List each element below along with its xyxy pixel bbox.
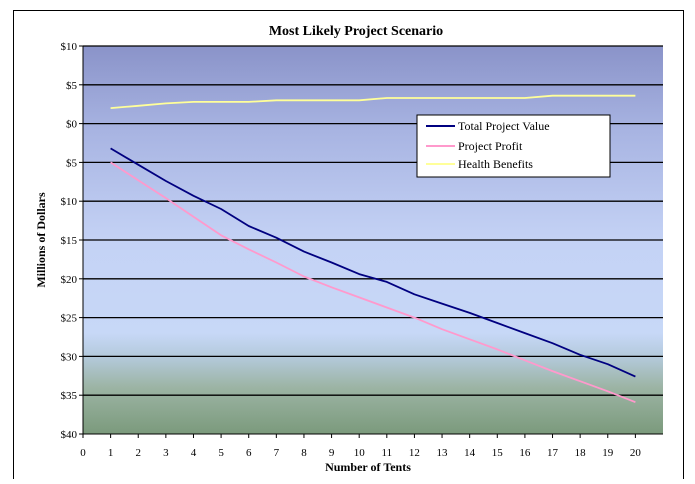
y-tick-label: $5 bbox=[66, 157, 78, 169]
x-tick-labels: 0 1 2 3 4 5 6 7 8 9 10 11 12 13 14 15 16 17 18 19 20 bbox=[80, 447, 641, 459]
y-tick-labels: $10 $5 $0 $5 $10 $15 $20 $25 $30 $35 $40 bbox=[61, 41, 78, 441]
x-tick-label: 0 bbox=[80, 447, 86, 459]
x-tick-label: 9 bbox=[329, 447, 335, 459]
x-tick-label: 1 bbox=[108, 447, 114, 459]
x-tick-label: 17 bbox=[547, 447, 559, 459]
y-tick-label: $5 bbox=[66, 80, 78, 92]
x-tick-label: 19 bbox=[602, 447, 614, 459]
y-axis-label: Millions of Dollars bbox=[34, 192, 48, 288]
x-axis-label: Number of Tents bbox=[325, 460, 411, 474]
legend-label-total-project-value: Total Project Value bbox=[458, 119, 550, 133]
axes bbox=[79, 45, 663, 438]
y-tick-label: $10 bbox=[61, 196, 78, 208]
y-tick-label: $10 bbox=[61, 41, 78, 53]
series-line-health-benefits bbox=[110, 94, 636, 109]
x-tick-label: 14 bbox=[464, 447, 476, 459]
series-lines bbox=[110, 94, 636, 404]
legend-label-health-benefits: Health Benefits bbox=[458, 157, 533, 171]
y-tick-label: $25 bbox=[61, 313, 78, 325]
x-tick-label: 10 bbox=[354, 447, 366, 459]
x-tick-label: 13 bbox=[437, 447, 449, 459]
y-tick-label: $20 bbox=[61, 274, 78, 286]
x-tick-label: 15 bbox=[492, 447, 504, 459]
y-tick-label: $15 bbox=[61, 235, 78, 247]
y-tick-label: $40 bbox=[61, 429, 78, 441]
y-tick-label: $30 bbox=[61, 351, 78, 363]
x-tick-label: 2 bbox=[135, 447, 141, 459]
x-tick-label: 11 bbox=[382, 447, 393, 459]
x-tick-label: 5 bbox=[218, 447, 224, 459]
x-tick-label: 8 bbox=[301, 447, 307, 459]
x-tick-label: 7 bbox=[274, 447, 280, 459]
x-tick-label: 3 bbox=[163, 447, 169, 459]
y-tick-label: $0 bbox=[66, 119, 78, 131]
x-tick-label: 6 bbox=[246, 447, 252, 459]
series-line-total-project-value bbox=[110, 147, 636, 378]
x-tick-label: 20 bbox=[630, 447, 642, 459]
series-line-project-profit bbox=[110, 161, 636, 404]
x-tick-label: 18 bbox=[575, 447, 587, 459]
x-tick-label: 4 bbox=[191, 447, 197, 459]
x-tick-label: 12 bbox=[409, 447, 420, 459]
legend: Total Project Value Project Profit Healt… bbox=[416, 114, 611, 178]
chart-title: Most Likely Project Scenario bbox=[269, 24, 443, 39]
legend-label-project-profit: Project Profit bbox=[458, 139, 523, 153]
y-tick-label: $35 bbox=[61, 390, 78, 402]
x-tick-label: 16 bbox=[519, 447, 531, 459]
